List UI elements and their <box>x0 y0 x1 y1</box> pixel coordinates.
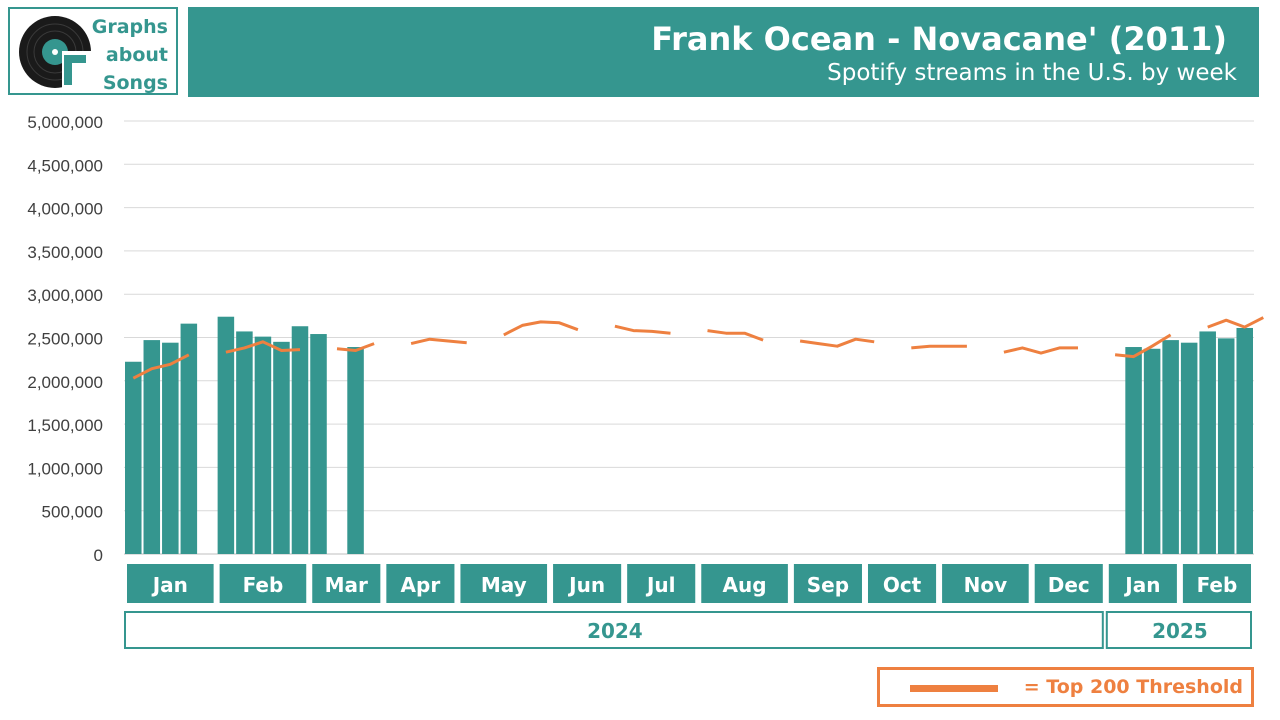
month-label-box <box>1034 564 1103 603</box>
logo-text: Graphs about Songs <box>78 13 168 97</box>
month-label-box <box>701 564 788 603</box>
month-label: Jan <box>1123 573 1160 597</box>
month-label-box <box>867 564 937 603</box>
stream-bar <box>180 323 198 554</box>
threshold-line-segment <box>1003 346 1078 355</box>
y-tick-label: 4,000,000 <box>27 200 103 219</box>
y-tick-label: 2,000,000 <box>27 373 103 392</box>
month-label: Dec <box>1048 573 1090 597</box>
logo-line: Songs <box>102 72 168 94</box>
y-tick-label: 1,500,000 <box>27 416 103 435</box>
threshold-line-segment <box>503 320 579 337</box>
stream-bar <box>1162 340 1179 554</box>
y-tick-label: 5,000,000 <box>27 113 103 132</box>
threshold-line-segment <box>911 344 967 350</box>
stream-bar <box>217 316 235 554</box>
month-label: Mar <box>325 573 368 597</box>
stream-bar <box>162 342 179 554</box>
month-label: Sep <box>807 573 849 597</box>
threshold-line-segment <box>1207 316 1264 329</box>
month-label: Apr <box>401 573 441 597</box>
stream-bar <box>1217 338 1235 554</box>
threshold-line-segment <box>799 337 875 348</box>
y-tick-label: 3,500,000 <box>27 243 103 262</box>
month-label: Feb <box>243 573 284 597</box>
month-label: Nov <box>964 573 1008 597</box>
month-label-box <box>312 564 381 603</box>
stream-bar <box>347 347 364 554</box>
month-label: Oct <box>883 573 922 597</box>
stream-bar <box>291 326 309 554</box>
month-label-box <box>219 564 307 603</box>
logo-line: Graphs <box>91 16 168 38</box>
threshold-line-segment <box>1114 333 1172 359</box>
legend-threshold-swatch <box>910 685 998 692</box>
month-label-box <box>627 564 696 603</box>
month-label: Aug <box>723 573 767 597</box>
stream-bar <box>1125 347 1142 554</box>
stream-bar <box>236 331 253 554</box>
stream-bar <box>125 361 142 554</box>
stream-bar <box>310 334 327 554</box>
month-label-box <box>127 564 214 603</box>
year-label: 2025 <box>1152 619 1208 643</box>
threshold-line-segment <box>614 324 671 335</box>
title-bar: Frank Ocean - Novacane' (2011) Spotify s… <box>188 7 1259 97</box>
logo: Graphs about Songs <box>8 7 178 95</box>
y-tick-label: 500,000 <box>42 503 103 522</box>
threshold-line-segment <box>132 353 190 380</box>
month-label-box <box>1182 564 1251 603</box>
month-label-box <box>460 564 548 603</box>
threshold-line-segment <box>336 342 375 352</box>
threshold-line-segment <box>707 329 764 342</box>
y-tick-label: 0 <box>94 546 103 565</box>
month-label-box <box>942 564 1029 603</box>
month-label: May <box>481 573 527 597</box>
threshold-line-segment <box>225 340 301 354</box>
month-label-box <box>553 564 622 603</box>
month-label: Jul <box>645 573 676 597</box>
legend-label: = Top 200 Threshold <box>1023 676 1243 698</box>
month-label: Jun <box>567 573 605 597</box>
threshold-line-segment <box>410 337 467 346</box>
stream-bar <box>1143 348 1161 554</box>
month-label: Feb <box>1197 573 1238 597</box>
year-label-box <box>124 611 1104 649</box>
vinyl-record-icon <box>19 16 92 89</box>
stream-bar <box>254 336 272 554</box>
stream-bar <box>273 341 290 554</box>
month-label: Jan <box>151 573 188 597</box>
year-label-box <box>1105 611 1252 649</box>
stream-bar <box>1236 327 1253 554</box>
y-tick-label: 3,000,000 <box>27 286 103 305</box>
month-label-box <box>1108 564 1177 603</box>
legend: = Top 200 Threshold <box>877 667 1254 707</box>
chart-title: Frank Ocean - Novacane' (2011) <box>651 20 1227 58</box>
y-tick-label: 1,000,000 <box>27 459 103 478</box>
stream-bar <box>1180 342 1198 554</box>
month-label-box <box>386 564 455 603</box>
logo-line: about <box>105 44 168 66</box>
chart-subtitle: Spotify streams in the U.S. by week <box>827 60 1237 86</box>
stream-bar <box>143 340 161 554</box>
month-label-box <box>793 564 862 603</box>
y-tick-label: 2,500,000 <box>27 330 103 349</box>
y-tick-label: 4,500,000 <box>27 156 103 175</box>
year-label: 2024 <box>587 619 643 643</box>
stream-bar <box>1199 331 1216 554</box>
